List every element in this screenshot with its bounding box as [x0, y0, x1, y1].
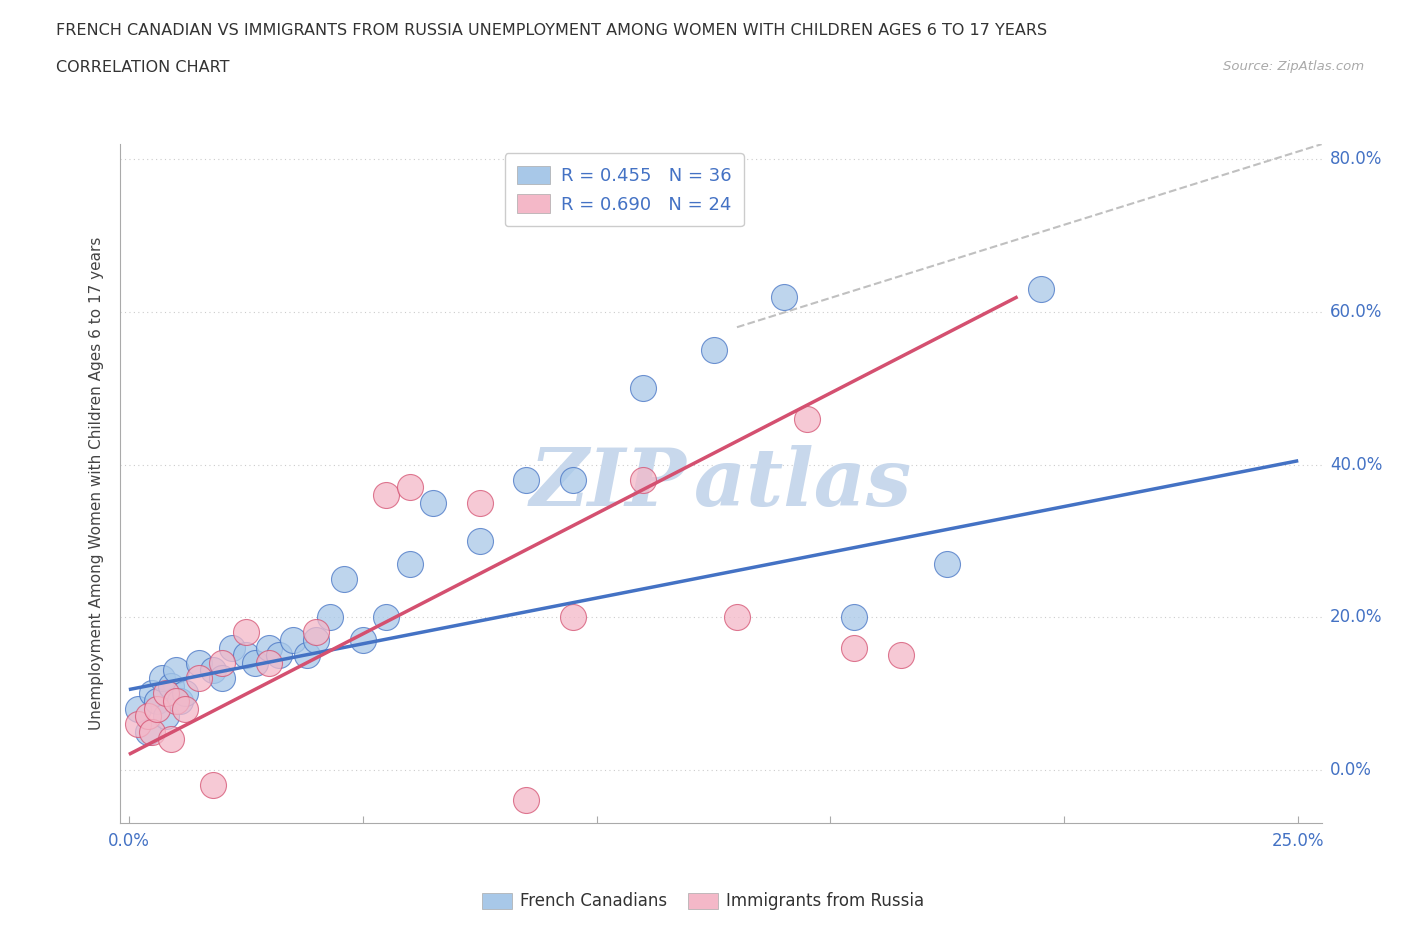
Point — [169, 694, 191, 709]
Point — [127, 701, 149, 716]
Text: 0.0%: 0.0% — [1330, 761, 1372, 778]
Point — [398, 480, 420, 495]
Point — [257, 640, 280, 655]
Point — [842, 640, 865, 655]
Point — [235, 648, 257, 663]
Point — [127, 716, 149, 731]
Point — [796, 411, 818, 426]
Y-axis label: Unemployment Among Women with Children Ages 6 to 17 years: Unemployment Among Women with Children A… — [89, 237, 104, 730]
Point — [146, 701, 169, 716]
Text: 80.0%: 80.0% — [1330, 151, 1382, 168]
Point — [515, 792, 537, 807]
Point — [633, 472, 655, 487]
Point — [305, 625, 328, 640]
Point — [202, 777, 225, 792]
Point — [202, 663, 225, 678]
Point — [174, 686, 197, 701]
Point — [319, 610, 342, 625]
Point — [515, 472, 537, 487]
Point — [375, 610, 398, 625]
Point — [150, 671, 173, 685]
Point — [211, 656, 233, 671]
Point — [352, 632, 374, 647]
Point — [633, 380, 655, 395]
Text: 25.0%: 25.0% — [1272, 832, 1324, 850]
Point — [703, 342, 725, 357]
Point — [165, 694, 187, 709]
Point — [146, 694, 169, 709]
Point — [188, 656, 211, 671]
Text: 20.0%: 20.0% — [1330, 608, 1382, 626]
Point — [1029, 282, 1052, 297]
Text: 40.0%: 40.0% — [1330, 456, 1382, 473]
Point — [136, 724, 159, 739]
Point — [155, 709, 177, 724]
Point — [562, 472, 585, 487]
Point — [725, 610, 748, 625]
Text: 0.0%: 0.0% — [108, 832, 150, 850]
Point — [333, 572, 356, 587]
Point — [174, 701, 197, 716]
Point — [160, 678, 183, 693]
Point — [136, 709, 159, 724]
Point — [235, 625, 257, 640]
Point — [257, 656, 280, 671]
Point — [243, 656, 266, 671]
Legend: French Canadians, Immigrants from Russia: French Canadians, Immigrants from Russia — [475, 885, 931, 917]
Point — [468, 534, 491, 549]
Point — [211, 671, 233, 685]
Point — [562, 610, 585, 625]
Point — [305, 632, 328, 647]
Point — [375, 487, 398, 502]
Text: FRENCH CANADIAN VS IMMIGRANTS FROM RUSSIA UNEMPLOYMENT AMONG WOMEN WITH CHILDREN: FRENCH CANADIAN VS IMMIGRANTS FROM RUSSI… — [56, 23, 1047, 38]
Point — [772, 289, 794, 304]
Point — [160, 732, 183, 747]
Point — [936, 556, 959, 571]
Text: Source: ZipAtlas.com: Source: ZipAtlas.com — [1223, 60, 1364, 73]
Point — [155, 686, 177, 701]
Point — [890, 648, 912, 663]
Point — [468, 496, 491, 511]
Point — [221, 640, 243, 655]
Point — [188, 671, 211, 685]
Point — [141, 724, 163, 739]
Point — [398, 556, 420, 571]
Point — [422, 496, 444, 511]
Point — [267, 648, 290, 663]
Point — [842, 610, 865, 625]
Point — [295, 648, 318, 663]
Text: CORRELATION CHART: CORRELATION CHART — [56, 60, 229, 75]
Text: ZIP atlas: ZIP atlas — [530, 445, 911, 523]
Point — [165, 663, 187, 678]
Text: 60.0%: 60.0% — [1330, 303, 1382, 321]
Point — [281, 632, 304, 647]
Point — [141, 686, 163, 701]
Legend: R = 0.455   N = 36, R = 0.690   N = 24: R = 0.455 N = 36, R = 0.690 N = 24 — [505, 153, 744, 226]
